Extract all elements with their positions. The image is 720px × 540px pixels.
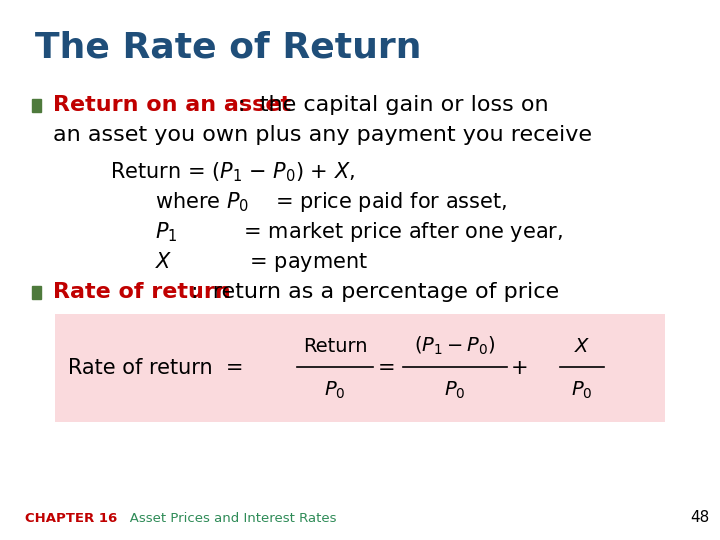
Text: $\it{P}_0$: $\it{P}_0$ [324, 379, 346, 401]
Text: $\it{P}_0$: $\it{P}_0$ [444, 379, 466, 401]
Text: CHAPTER 16: CHAPTER 16 [25, 511, 117, 524]
Text: Return on an asset: Return on an asset [53, 95, 291, 115]
Text: +: + [511, 358, 528, 378]
Text: Return: Return [302, 336, 367, 355]
Text: :  the capital gain or loss on: : the capital gain or loss on [238, 95, 549, 115]
Text: $\it{P}_1$          = market price after one year,: $\it{P}_1$ = market price after one year… [155, 220, 563, 244]
Text: Rate of return  =: Rate of return = [68, 358, 243, 378]
Text: The Rate of Return: The Rate of Return [35, 30, 421, 64]
Text: Asset Prices and Interest Rates: Asset Prices and Interest Rates [117, 511, 336, 524]
Bar [32, 98, 41, 111]
Text: $\it{P}_0$: $\it{P}_0$ [571, 379, 593, 401]
Text: $\it{X}$: $\it{X}$ [574, 336, 590, 355]
Text: :  return as a percentage of price: : return as a percentage of price [191, 282, 559, 302]
Text: an asset you own plus any payment you receive: an asset you own plus any payment you re… [53, 125, 592, 145]
FancyBboxPatch shape [55, 314, 665, 422]
Bar [32, 286, 41, 299]
Text: $\it{X}$            = payment: $\it{X}$ = payment [155, 250, 369, 274]
Text: Rate of return: Rate of return [53, 282, 231, 302]
Text: Return = ($\it{P}_1$ $-$ $\it{P}_0$) + $\it{X}$,: Return = ($\it{P}_1$ $-$ $\it{P}_0$) + $… [110, 160, 355, 184]
Text: where $\it{P}_0$    = price paid for asset,: where $\it{P}_0$ = price paid for asset, [155, 190, 507, 214]
Text: =: = [378, 358, 396, 378]
Text: $(\it{P}_1 - \it{P}_0)$: $(\it{P}_1 - \it{P}_0)$ [414, 335, 496, 357]
Text: 48: 48 [690, 510, 710, 525]
